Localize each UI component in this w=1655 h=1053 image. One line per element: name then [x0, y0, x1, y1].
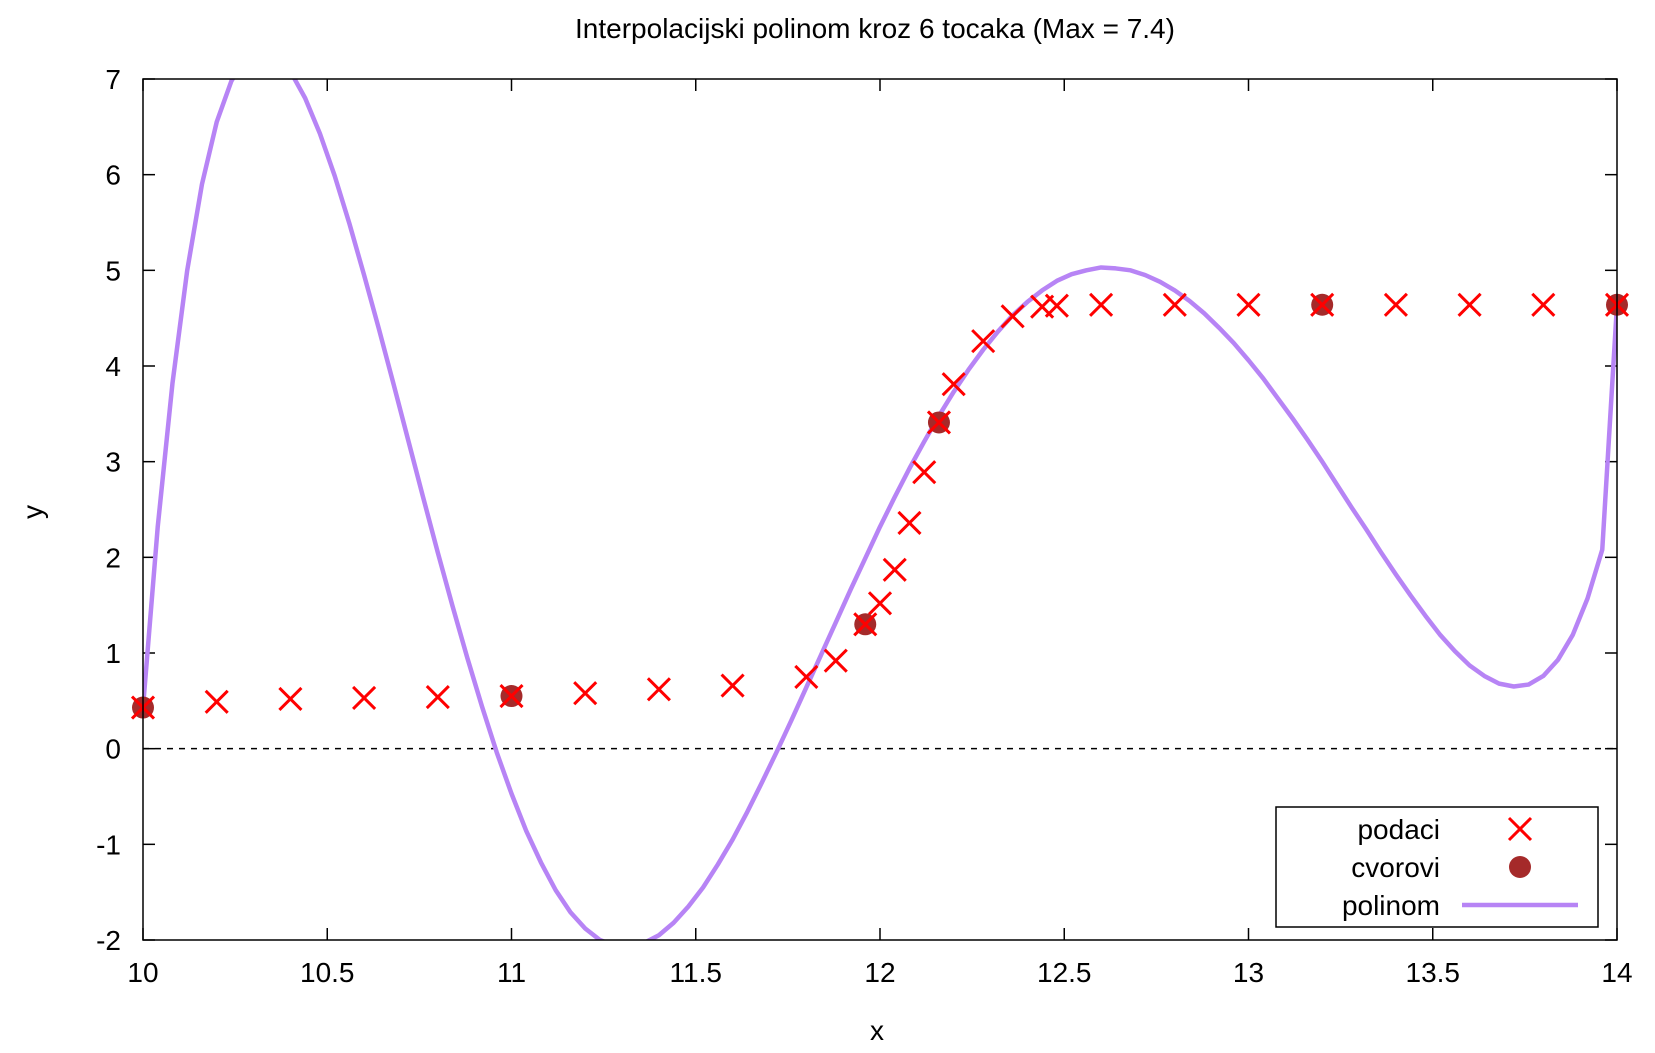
podaci-point [278, 686, 303, 711]
podaci-marker-stroke [1383, 292, 1408, 317]
podaci-marker-stroke [204, 689, 229, 714]
podaci-marker-stroke [646, 677, 671, 702]
x-tick-label: 13.5 [1406, 957, 1461, 988]
podaci-marker-stroke [573, 681, 598, 706]
x-tick-label: 12 [864, 957, 895, 988]
podaci-marker-stroke [823, 648, 848, 673]
podaci-point [971, 329, 996, 354]
podaci-point [425, 684, 450, 710]
series-polinom-line [143, 79, 1617, 940]
podaci-point [573, 681, 598, 706]
podaci-point [1531, 292, 1556, 317]
x-tick-label: 11 [497, 957, 526, 988]
legend-label: podaci [1357, 814, 1440, 845]
podaci-point [499, 683, 524, 709]
podaci-point [823, 648, 848, 673]
podaci-marker-stroke [941, 372, 966, 397]
podaci-point [204, 689, 229, 714]
podaci-marker-stroke [897, 510, 922, 535]
legend: podaci cvorovi polinom [1275, 806, 1599, 928]
y-tick-label: 5 [105, 255, 121, 286]
podaci-marker-stroke [1457, 292, 1482, 317]
x-tick-label: 11.5 [670, 957, 722, 988]
x-tick-label: 10 [127, 957, 158, 988]
podaci-point [646, 677, 671, 702]
podaci-point [867, 591, 893, 616]
podaci-point [794, 664, 819, 689]
y-tick-label: -1 [96, 829, 121, 860]
podaci-marker-stroke [1310, 292, 1335, 317]
podaci-marker-stroke [499, 683, 524, 709]
podaci-point [941, 372, 966, 397]
podaci-marker-stroke [912, 460, 937, 485]
podaci-point [1310, 292, 1335, 317]
podaci-marker-stroke [1162, 292, 1187, 317]
podaci-point [720, 673, 745, 698]
x-axis-label: x [870, 1015, 884, 1046]
podaci-point [1236, 292, 1261, 317]
legend-label: polinom [1342, 890, 1440, 921]
podaci-marker-stroke [867, 591, 893, 616]
podaci-point [926, 410, 952, 435]
podaci-marker-stroke [853, 612, 878, 637]
podaci-point [1162, 292, 1187, 317]
y-tick-label: 1 [105, 638, 121, 669]
x-tick-label: 13 [1233, 957, 1264, 988]
podaci-marker-stroke [720, 673, 745, 698]
podaci-point [853, 612, 878, 637]
y-axis-label: y [17, 505, 48, 519]
legend-marker-stroke [1507, 816, 1533, 842]
y-tick-label: 2 [105, 542, 121, 573]
podaci-point [1089, 292, 1114, 317]
podaci-marker-stroke [425, 684, 450, 710]
podaci-marker-stroke [882, 557, 907, 582]
legend-label: cvorovi [1351, 852, 1440, 883]
podaci-point [1000, 304, 1025, 329]
podaci-marker-stroke [794, 664, 819, 689]
y-tick-label: -2 [96, 925, 121, 956]
y-tick-label: 3 [105, 447, 121, 478]
podaci-point [1044, 293, 1069, 318]
podaci-point [882, 557, 907, 582]
podaci-marker-stroke [1089, 292, 1114, 317]
podaci-marker-stroke [1044, 293, 1069, 318]
y-tick-label: 4 [105, 351, 121, 382]
legend-marker-podaci [1507, 816, 1533, 842]
legend-marker-cvorovi [1509, 856, 1531, 878]
podaci-marker-stroke [352, 685, 377, 711]
podaci-point [912, 460, 937, 485]
podaci-marker-stroke [1000, 304, 1025, 329]
podaci-marker-stroke [1531, 292, 1556, 317]
plot-border [142, 78, 1618, 941]
podaci-marker-stroke [278, 686, 303, 711]
podaci-marker-stroke [971, 329, 996, 354]
podaci-point [352, 685, 377, 711]
y-tick-label: 0 [105, 734, 121, 765]
podaci-point [897, 510, 922, 535]
x-tick-label: 14 [1601, 957, 1632, 988]
podaci-marker-stroke [926, 410, 952, 435]
plot-area: 10 10.5 11 11.5 12 12.5 13 13.5 14-2-101234567po… [96, 64, 1632, 988]
x-tick-label: 12.5 [1037, 957, 1092, 988]
podaci-marker-stroke [1236, 292, 1261, 317]
y-tick-label: 6 [105, 160, 121, 191]
x-tick-label: 10.5 [300, 957, 355, 988]
chart-title: Interpolacijski polinom kroz 6 tocaka (M… [575, 13, 1175, 44]
podaci-point [1457, 292, 1482, 317]
y-tick-label: 7 [105, 64, 121, 95]
podaci-point [1383, 292, 1408, 317]
